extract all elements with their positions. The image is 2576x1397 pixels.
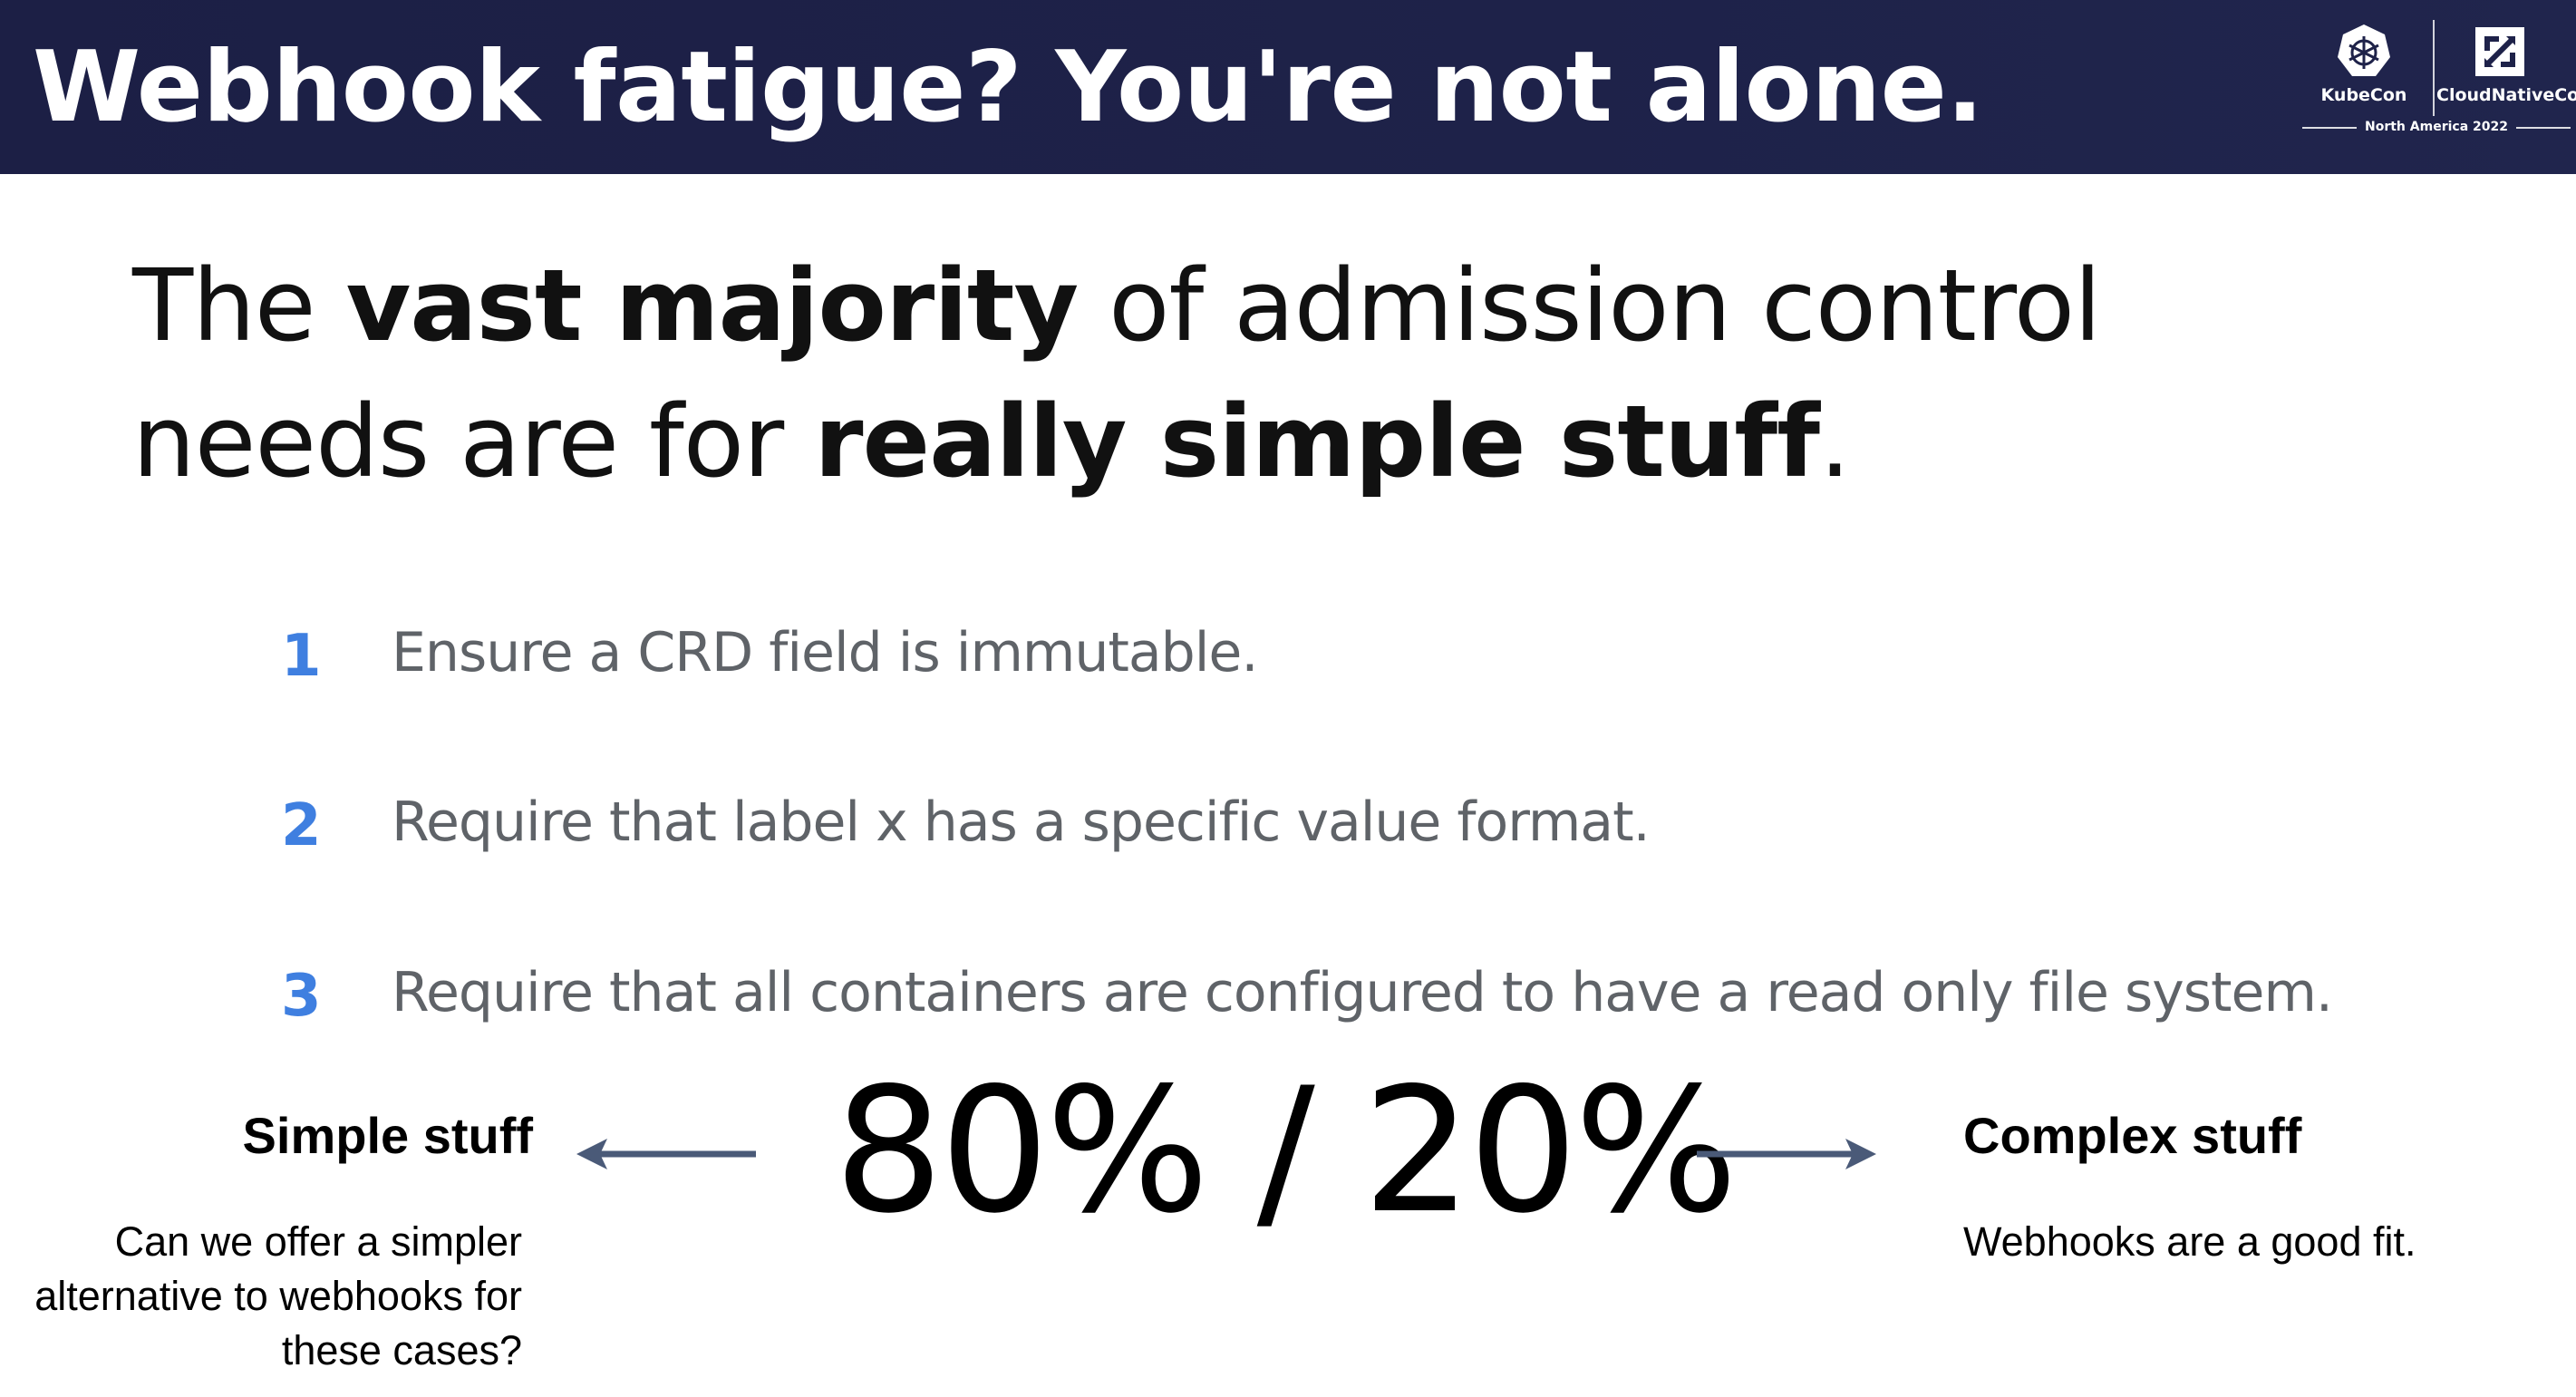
headline-part-1: The: [132, 247, 346, 364]
subtitle-rule-left: [2302, 127, 2357, 129]
list-number: 3: [281, 963, 322, 1030]
simple-stuff-title: Simple stuff: [242, 1107, 533, 1164]
event-subtitle: North America 2022: [2300, 116, 2572, 138]
kubecon-logo: KubeCon: [2300, 16, 2427, 116]
header-bar: Webhook fatigue? You're not alone. KubeC…: [0, 0, 2576, 174]
event-logo: KubeCon CloudNativeCon North America 202…: [2300, 16, 2576, 134]
kubernetes-wheel-icon: [2338, 24, 2390, 76]
list-text: Require that all containers are configur…: [392, 961, 2333, 1024]
complex-stuff-title: Complex stuff: [1963, 1107, 2302, 1164]
list-number: 2: [281, 792, 322, 859]
event-subtitle-text: North America 2022: [2365, 120, 2508, 134]
cloudnativecon-label: CloudNativeCon: [2436, 85, 2576, 105]
list-text: Require that label x has a specific valu…: [392, 791, 1651, 854]
headline-emphasis-1: vast majority: [345, 247, 1080, 364]
cloudnativecon-logo: CloudNativeCon: [2436, 16, 2576, 116]
slide-title: Webhook fatigue? You're not alone.: [33, 31, 1983, 144]
complex-stuff-description: Webhooks are a good fit.: [1963, 1218, 2416, 1265]
arrow-right-icon: [1697, 1139, 1876, 1169]
headline-part-2: of admission control needs are for: [132, 247, 2102, 500]
list-number: 1: [281, 623, 322, 690]
headline: The vast majority of admission control n…: [132, 238, 2380, 509]
kubecon-label: KubeCon: [2320, 85, 2407, 105]
list-text: Ensure a CRD field is immutable.: [392, 621, 1258, 684]
subtitle-rule-right: [2516, 127, 2571, 129]
arrow-left-icon: [576, 1139, 756, 1169]
logo-divider: [2433, 20, 2435, 116]
cncf-icon: [2475, 27, 2524, 76]
headline-part-3: .: [1818, 383, 1851, 500]
headline-emphasis-2: really simple stuff: [814, 383, 1820, 500]
simple-stuff-description: Can we offer a simpler alternative to we…: [34, 1218, 522, 1373]
ratio-figure: 80% / 20%: [834, 1051, 1738, 1251]
